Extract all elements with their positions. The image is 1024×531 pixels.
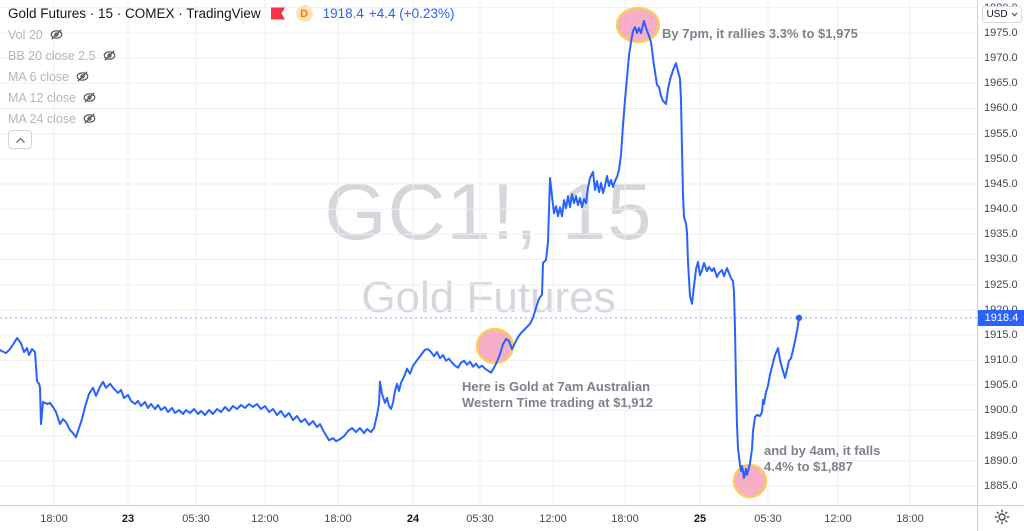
chevron-down-icon	[1011, 9, 1018, 20]
time-tick-label: 05:30	[466, 513, 494, 525]
price-tick-label: 1955.0	[984, 127, 1018, 140]
currency-selector[interactable]: USD	[982, 6, 1022, 23]
time-axis[interactable]: 18:00 23 05:30 12:00 18:00 24 05:30 12:00 18:00 2…	[0, 505, 977, 531]
flag-icon[interactable]	[270, 7, 286, 20]
eye-off-icon[interactable]	[76, 70, 89, 83]
indicator-row-ma12[interactable]: MA 12 close	[8, 87, 116, 108]
indicator-label: Vol 20	[8, 27, 43, 42]
time-tick-label: 18:00	[40, 513, 68, 525]
chart-annotation: By 7pm, it rallies 3.3% to $1,975	[662, 26, 858, 41]
eye-off-icon[interactable]	[83, 112, 96, 125]
time-tick-label: 12:00	[251, 513, 279, 525]
price-tick-label: 1915.0	[984, 328, 1018, 341]
indicator-legend: Vol 20 BB 20 close 2.5 MA 6 close MA 12 …	[8, 24, 116, 129]
symbol-title[interactable]: Gold Futures · 15 · COMEX · TradingView	[8, 6, 261, 21]
time-tick-label: 25	[693, 513, 707, 525]
price-tick-label: 1925.0	[984, 278, 1018, 291]
price-tick-label: 1965.0	[984, 77, 1018, 90]
chart-pane[interactable]: GC1!, 15 Gold Futures By 7pm, it rallies…	[0, 0, 977, 505]
indicator-row-ma24[interactable]: MA 24 close	[8, 108, 116, 129]
time-tick-label: 12:00	[539, 513, 567, 525]
time-tick-label: 18:00	[324, 513, 352, 525]
chart-annotation: Here is Gold at 7am Australian Western Ti…	[462, 379, 653, 410]
indicator-label: BB 20 close 2.5	[8, 48, 96, 63]
indicator-row-ma6[interactable]: MA 6 close	[8, 66, 116, 87]
daily-interval-badge[interactable]: D	[295, 5, 313, 22]
price-tick-label: 1910.0	[984, 354, 1018, 367]
price-tick-label: 1940.0	[984, 203, 1018, 216]
time-tick-label: 23	[121, 513, 135, 525]
gear-icon	[994, 509, 1010, 530]
last-price-value: 1918.4	[322, 6, 364, 21]
time-tick-label: 24	[406, 513, 420, 525]
price-tick-label: 1950.0	[984, 152, 1018, 165]
price-tick-label: 1930.0	[984, 253, 1018, 266]
collapse-indicators-button[interactable]	[8, 130, 32, 149]
price-tick-label: 1895.0	[984, 429, 1018, 442]
eye-off-icon[interactable]	[103, 49, 116, 62]
eye-off-icon[interactable]	[83, 91, 96, 104]
indicator-label: MA 12 close	[8, 90, 77, 105]
price-tick-label: 1885.0	[984, 479, 1018, 492]
last-price-change: 1918.4 +4.4 (+0.23%)	[323, 6, 455, 21]
eye-off-icon[interactable]	[50, 28, 63, 41]
price-tick-label: 1970.0	[984, 52, 1018, 65]
price-tick-label: 1900.0	[984, 404, 1018, 417]
price-tick-label: 1935.0	[984, 228, 1018, 241]
time-tick-label: 05:30	[182, 513, 210, 525]
indicator-label: MA 24 close	[8, 111, 77, 126]
last-price-tag: 1918.4	[978, 309, 1024, 326]
price-tick-label: 1975.0	[984, 27, 1018, 39]
indicator-row-bb[interactable]: BB 20 close 2.5	[8, 45, 116, 66]
price-tick-label: 1945.0	[984, 177, 1018, 190]
time-tick-label: 18:00	[896, 513, 924, 525]
axis-settings-corner[interactable]	[977, 505, 1024, 531]
price-tick-label: 1890.0	[984, 454, 1018, 467]
price-change-value: +4.4 (+0.23%)	[368, 6, 455, 21]
chevron-up-icon	[15, 132, 26, 147]
symbol-legend[interactable]: Gold Futures · 15 · COMEX · TradingView …	[8, 5, 454, 22]
price-axis[interactable]: USD 1918.4 1980.01975.01970.01965.01960.…	[977, 0, 1024, 505]
time-tick-label: 05:30	[754, 513, 782, 525]
time-tick-label: 18:00	[611, 513, 639, 525]
price-tick-label: 1960.0	[984, 102, 1018, 115]
chart-annotation: and by 4am, it falls 4.4% to $1,887	[764, 443, 881, 474]
price-line-chart	[0, 0, 977, 505]
indicator-row-vol[interactable]: Vol 20	[8, 24, 116, 45]
currency-label: USD	[986, 9, 1008, 20]
price-tick-label: 1905.0	[984, 379, 1018, 392]
indicator-label: MA 6 close	[8, 69, 70, 84]
time-tick-label: 12:00	[824, 513, 852, 525]
